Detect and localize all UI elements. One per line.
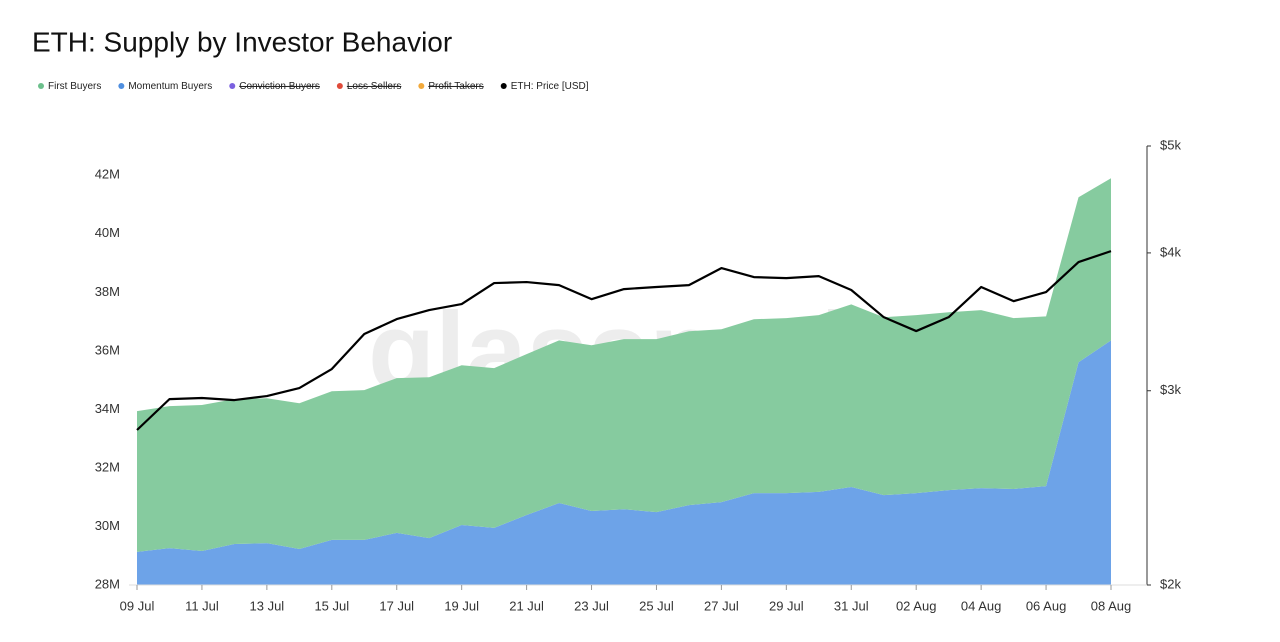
x-tick-label: 02 Aug — [896, 598, 937, 613]
x-tick-label: 19 Jul — [444, 598, 479, 613]
x-tick-label: 29 Jul — [769, 598, 804, 613]
y-tick-label: 34M — [95, 401, 120, 416]
x-tick-label: 25 Jul — [639, 598, 674, 613]
legend-marker — [229, 83, 236, 89]
x-tick-label: 15 Jul — [314, 598, 349, 613]
x-tick-label: 11 Jul — [185, 598, 219, 613]
y-tick-label: 36M — [95, 342, 120, 357]
legend-marker — [336, 83, 343, 89]
area — [137, 340, 1111, 585]
legend-label: ETH: Price [USD] — [511, 81, 589, 92]
legend-marker — [118, 83, 125, 89]
legend-item: Profit Takers — [418, 81, 484, 92]
legend-label: Loss Sellers — [347, 81, 401, 92]
x-tick-label: 09 Jul — [120, 598, 155, 613]
x-tick-label: 21 Jul — [509, 598, 544, 613]
y2-tick-label: $4k — [1160, 244, 1181, 259]
y-tick-label: 38M — [95, 284, 120, 299]
legend-marker — [500, 83, 507, 89]
y-tick-label: 28M — [95, 576, 120, 591]
legend-item: Loss Sellers — [336, 81, 401, 92]
x-tick-label: 08 Aug — [1091, 598, 1132, 613]
legend-label: Profit Takers — [428, 81, 483, 92]
x-tick-label: 06 Aug — [1026, 598, 1067, 613]
x-tick-label: 13 Jul — [250, 598, 285, 613]
legend-marker — [38, 83, 44, 89]
y-tick-label: 40M — [95, 225, 120, 240]
legend-item: Momentum Buyers — [118, 81, 212, 92]
legend-item: First Buyers — [38, 81, 101, 92]
legend-label: Conviction Buyers — [239, 81, 320, 92]
y-tick-label: 32M — [95, 459, 120, 474]
price-line — [136, 250, 1112, 431]
y-tick-label: 30M — [95, 518, 120, 533]
x-tick-label: 31 Jul — [834, 598, 869, 613]
legend-item: Conviction Buyers — [229, 81, 320, 92]
legend-item: ETH: Price [USD] — [500, 81, 589, 92]
chart-title: ETH: Supply by Investor Behavior — [32, 26, 452, 57]
legend-marker — [418, 83, 425, 89]
legend-label: First Buyers — [48, 81, 101, 92]
y2-tick-label: $2k — [1160, 576, 1181, 591]
y2-tick-label: $5k — [1160, 137, 1181, 152]
area — [137, 178, 1111, 552]
y-tick-label: 42M — [95, 167, 120, 182]
x-tick-label: 04 Aug — [961, 598, 1002, 613]
legend-label: Momentum Buyers — [128, 81, 212, 92]
x-tick-label: 23 Jul — [574, 598, 609, 613]
x-tick-label: 27 Jul — [704, 598, 739, 613]
y2-tick-label: $3k — [1160, 382, 1181, 397]
x-tick-label: 17 Jul — [379, 598, 414, 613]
